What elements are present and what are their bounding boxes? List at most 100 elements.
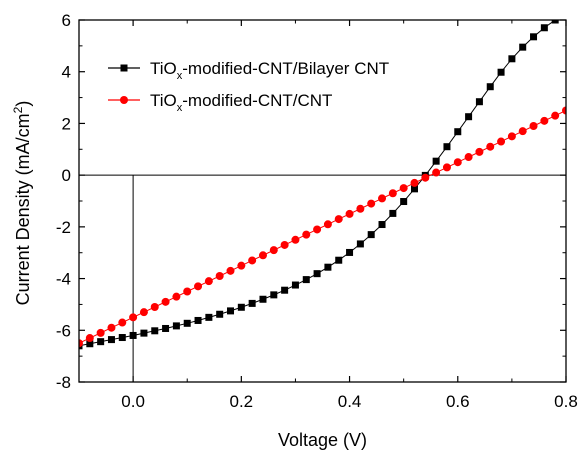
series-2-point [226, 266, 235, 275]
y-axis-label-close: ) [13, 101, 33, 107]
x-tick-label: 0.0 [121, 392, 145, 411]
series-1-point [118, 334, 126, 342]
series-2-point [453, 158, 462, 167]
y-axis-label-main: Current Density (mA/cm [13, 113, 33, 305]
series-1-point [540, 24, 548, 32]
y-tick-label: 0 [62, 166, 71, 185]
series-1-point [551, 20, 559, 24]
series-1-point [172, 322, 180, 330]
series-1-point [356, 240, 364, 248]
series-2-point [323, 220, 332, 229]
legend-label-post: -modified-CNT/Bilayer CNT [182, 59, 389, 78]
series-2-point [291, 235, 300, 244]
series-1-point [432, 157, 440, 165]
series-1-point [183, 319, 191, 327]
legend-marker-circle [120, 96, 128, 104]
series-2-point [399, 184, 408, 193]
x-tick-label: 0.6 [446, 392, 470, 411]
y-tick-label: -2 [56, 218, 71, 237]
series-2-point [551, 111, 560, 120]
series-1-line [79, 20, 557, 347]
series-2-point [107, 323, 116, 332]
series-2-point [161, 297, 170, 306]
x-tick-label: 0.8 [554, 392, 578, 411]
series-1-point [140, 329, 148, 337]
series-1-point [162, 324, 170, 332]
series-1-point [259, 295, 267, 303]
series-2-point [562, 106, 566, 115]
series-2-point [280, 240, 289, 249]
series-1-point [248, 299, 256, 307]
series-2-point [421, 173, 430, 182]
series-2-point [442, 163, 451, 172]
series-1-point [107, 336, 115, 344]
series-1-point [410, 185, 418, 193]
series-2-point [540, 116, 549, 125]
y-tick-label: 4 [62, 63, 71, 82]
series-1-point [335, 256, 343, 264]
series-2-point [313, 225, 322, 234]
x-tick-label: 0.4 [338, 392, 362, 411]
series-1-point [281, 286, 289, 294]
series-1-point [454, 128, 462, 136]
legend-label-post: -modified-CNT/CNT [182, 91, 332, 110]
legend-entry-1: TiOx-modified-CNT/Bilayer CNT [108, 59, 389, 82]
series-1-point [205, 313, 213, 321]
series-2-point [150, 303, 159, 312]
series-2-point [378, 194, 387, 203]
series-2-point [529, 122, 538, 131]
legend-label: TiOx-modified-CNT/Bilayer CNT [150, 59, 389, 82]
y-axis-label: Current Density (mA/cm2) [11, 101, 33, 306]
series-1-point [519, 43, 527, 51]
y-tick-label: 2 [62, 114, 71, 133]
series-1-point [270, 291, 278, 299]
series-2-point [139, 308, 148, 317]
series-2-point [507, 132, 516, 141]
series-1-point [400, 198, 408, 206]
series-1-point [194, 316, 202, 324]
series-2-line [79, 110, 566, 344]
legend-label-pre: TiO [150, 59, 177, 78]
y-tick-label: -6 [56, 321, 71, 340]
series-1-point [151, 327, 159, 335]
series-2-point [334, 215, 343, 224]
series-1-point [530, 33, 538, 41]
x-tick-label: 0.2 [230, 392, 254, 411]
series-1-point [129, 331, 137, 339]
series-2-point [183, 287, 192, 296]
series-2-point [258, 251, 267, 260]
series-1-point [443, 143, 451, 151]
series-1-point [97, 338, 105, 346]
series-2-point [85, 334, 94, 343]
series-2-point [79, 339, 83, 348]
data-series-group [79, 20, 566, 350]
series-2-point [486, 142, 495, 151]
series-2-point [118, 318, 127, 327]
y-axis-label-superscript: 2 [11, 106, 25, 113]
series-2-point [345, 209, 354, 218]
y-tick-label: 6 [62, 11, 71, 30]
series-2-point [269, 246, 278, 255]
series-2-point [367, 199, 376, 208]
series-1-point [313, 270, 321, 278]
series-2-point [172, 292, 181, 301]
legend-label-subscript: x [177, 102, 183, 114]
series-1-point [346, 248, 354, 256]
series-2-point [248, 256, 257, 265]
series-2-point [356, 204, 365, 213]
series-2-point [129, 313, 138, 322]
y-tick-label: -4 [56, 270, 71, 289]
series-1-point [389, 209, 397, 217]
series-1-point [508, 55, 516, 63]
y-tick-label: -8 [56, 373, 71, 392]
legend-label: TiOx-modified-CNT/CNT [150, 91, 332, 114]
legend-entry-2: TiOx-modified-CNT/CNT [108, 91, 332, 114]
series-1-point [497, 68, 505, 76]
series-2-point [497, 137, 506, 146]
series-2-point [204, 277, 213, 286]
legend-label-pre: TiO [150, 91, 177, 110]
series-2-point [475, 147, 484, 156]
